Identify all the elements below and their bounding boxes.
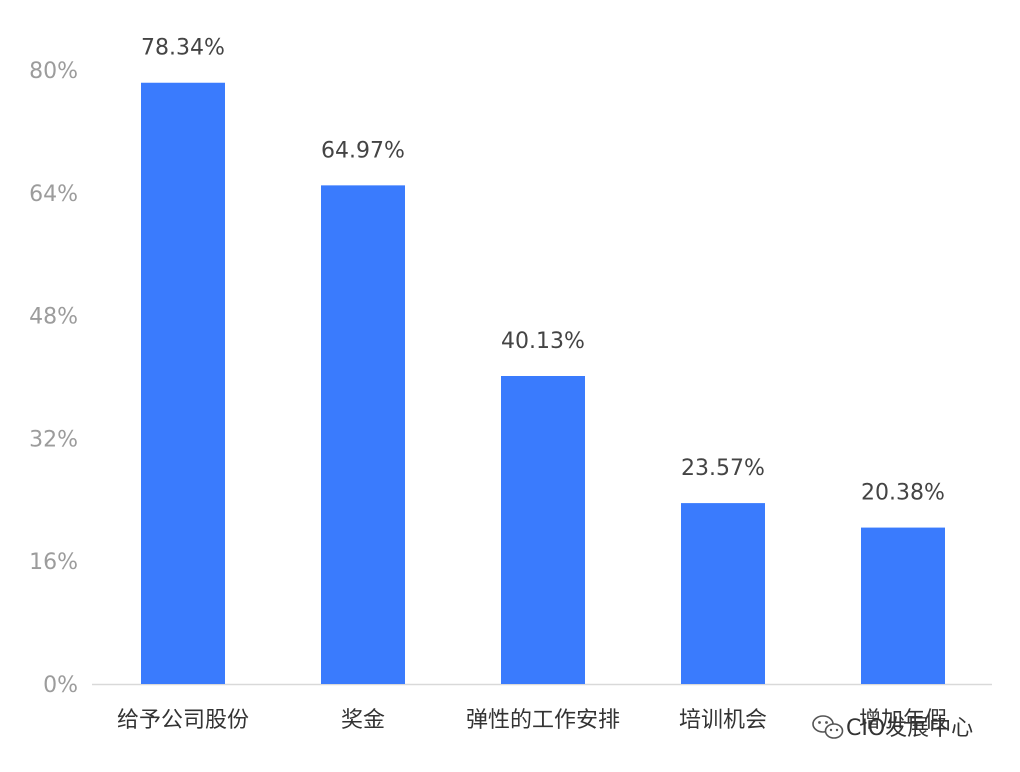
bar [321, 185, 405, 684]
bar [501, 376, 585, 684]
bars [141, 82, 945, 685]
bar-value-label: 20.38% [861, 481, 945, 506]
data-labels: 78.34% 64.97% 40.13% 23.57% 20.38% [141, 36, 945, 506]
bar-value-label: 78.34% [141, 36, 225, 61]
watermark: CIO发展中心 [812, 715, 973, 741]
y-tick-label: 64% [29, 182, 78, 207]
x-axis-ticks: 给予公司股份 奖金 弹性的工作安排 培训机会 增加年假 [117, 708, 947, 733]
bar [141, 82, 225, 685]
bar-value-label: 40.13% [501, 329, 585, 354]
wechat-icon [812, 715, 844, 739]
y-tick-label: 0% [43, 673, 78, 698]
y-tick-label: 32% [29, 427, 78, 452]
y-tick-label: 48% [29, 305, 78, 330]
x-tick-label: 奖金 [341, 708, 385, 733]
watermark-text: CIO发展中心 [846, 716, 973, 741]
bar-value-label: 23.57% [681, 456, 765, 481]
x-tick-label: 弹性的工作安排 [466, 708, 620, 733]
x-tick-label: 给予公司股份 [117, 708, 249, 733]
x-tick-label: 培训机会 [679, 708, 767, 733]
bar [861, 527, 945, 684]
y-tick-label: 80% [29, 59, 78, 84]
bar [681, 503, 765, 684]
bar-value-label: 64.97% [321, 138, 405, 163]
x-tick-label: 增加年假 [859, 708, 947, 733]
y-tick-label: 16% [29, 550, 78, 575]
y-axis-ticks: 0% 16% 32% 48% 64% 80% [29, 59, 78, 698]
